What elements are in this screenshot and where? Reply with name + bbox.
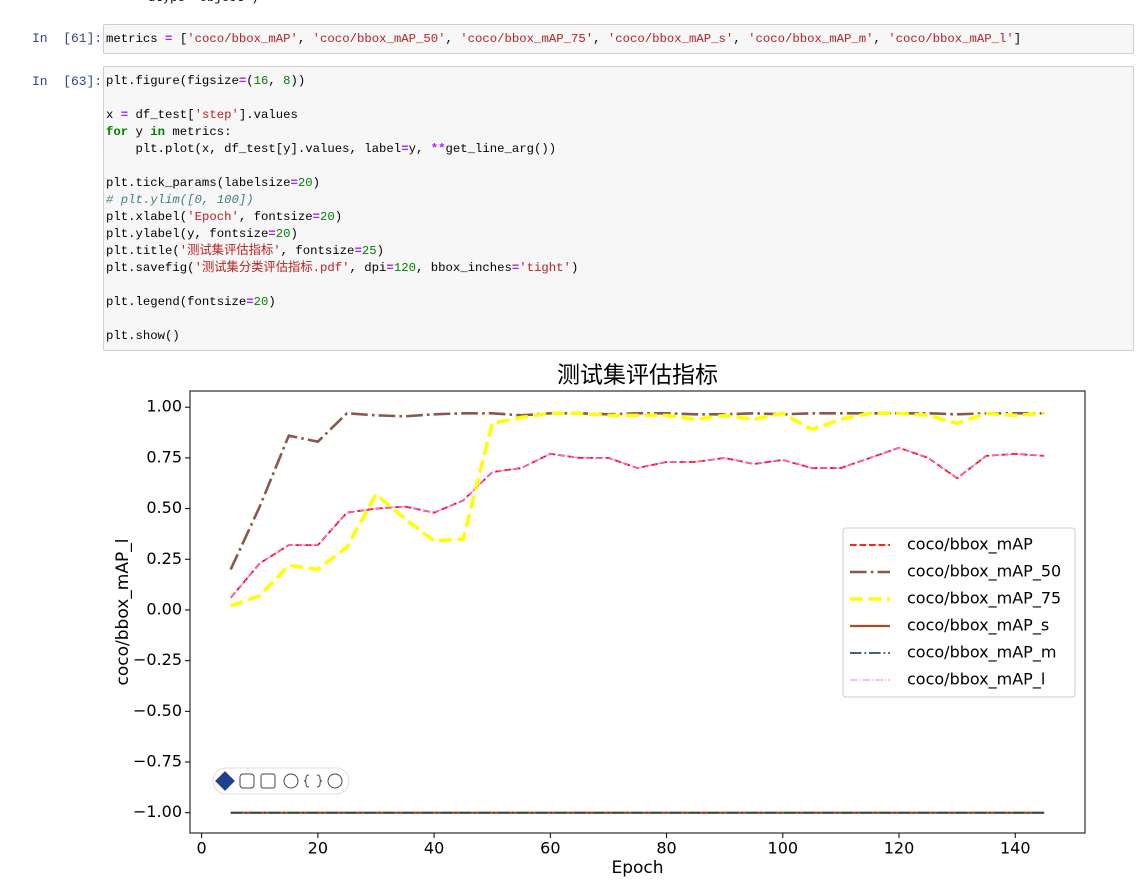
series-line [230, 447, 1045, 599]
toolbar-icon[interactable] [283, 773, 299, 789]
cell-prompt: In [63]: [32, 74, 103, 89]
legend-frame [842, 527, 1076, 698]
x-tick-label: 60 [540, 839, 560, 858]
code-line: plt.ylabel(y, fontsize=20) [106, 227, 298, 241]
y-tick-label: −0.25 [133, 650, 182, 669]
legend-label: coco/bbox_mAP_75 [907, 589, 1061, 609]
legend-label: coco/bbox_mAP [907, 535, 1033, 555]
code-line: plt.show() [106, 329, 180, 343]
axes-frame [189, 390, 1086, 834]
legend-label: coco/bbox_mAP_m [907, 643, 1056, 663]
chart-title: 测试集评估指标 [557, 363, 718, 389]
y-tick-label: −0.75 [133, 752, 182, 771]
x-tick-label: 80 [656, 839, 676, 858]
y-axis-label: coco/bbox_mAP_l [113, 539, 133, 686]
cell-prompt: In [61]: [32, 31, 103, 46]
code-line: plt.xlabel('Epoch', fontsize=20) [106, 210, 343, 224]
code-line: plt.title('测试集评估指标', fontsize=25) [106, 244, 384, 258]
x-tick-label: 0 [197, 839, 207, 858]
code-line: metrics = ['coco/bbox_mAP', 'coco/bbox_m… [106, 32, 1022, 46]
x-tick-label: 120 [884, 839, 915, 858]
x-tick-label: 40 [424, 839, 444, 858]
y-tick-label: 0.00 [146, 599, 182, 618]
code-line: x = df_test['step'].values [106, 108, 298, 122]
series-line [230, 411, 1045, 608]
code-line: plt.tick_params(labelsize=20) [106, 176, 321, 190]
x-tick-label: 140 [1000, 839, 1031, 858]
code-line: plt.plot(x, df_test[y].values, label=y, … [106, 142, 557, 156]
x-tick-label: 20 [308, 839, 328, 858]
y-tick-label: −1.00 [133, 802, 182, 821]
cell-output: dtype='object') [148, 0, 259, 5]
y-tick-label: 1.00 [146, 397, 182, 416]
code-line: plt.figure(figsize=(16, 8)) [106, 74, 306, 88]
code-cell[interactable]: metrics = ['coco/bbox_mAP', 'coco/bbox_m… [103, 24, 1134, 54]
legend-label: coco/bbox_mAP_s [907, 616, 1049, 636]
y-tick-label: 0.50 [146, 498, 182, 517]
y-tick-label: −0.50 [133, 701, 182, 720]
code-line: # plt.ylim([0, 100]) [106, 193, 254, 207]
y-tick-label: 0.25 [146, 549, 182, 568]
code-line: plt.legend(fontsize=20) [106, 295, 276, 309]
y-tick-label: 0.75 [146, 447, 182, 466]
code-cell[interactable]: plt.figure(figsize=(16, 8)) x = df_test['… [103, 66, 1134, 351]
code-line: plt.savefig('测试集分类评估指标.pdf', dpi=120, bb… [106, 261, 579, 275]
x-axis-label: Epoch [611, 858, 663, 878]
code-line: for y in metrics: [106, 125, 232, 139]
x-tick-label: 100 [768, 839, 799, 858]
toolbar-icon[interactable] [327, 773, 343, 789]
toolbar[interactable] [212, 767, 350, 795]
plot-area [229, 411, 1045, 814]
toolbar-icon[interactable] [260, 773, 276, 789]
toolbar-icon[interactable] [239, 773, 255, 789]
legend-label: coco/bbox_mAP_l [907, 670, 1045, 690]
legend-label: coco/bbox_mAP_50 [907, 562, 1061, 582]
toolbar-icon[interactable] [303, 774, 323, 788]
